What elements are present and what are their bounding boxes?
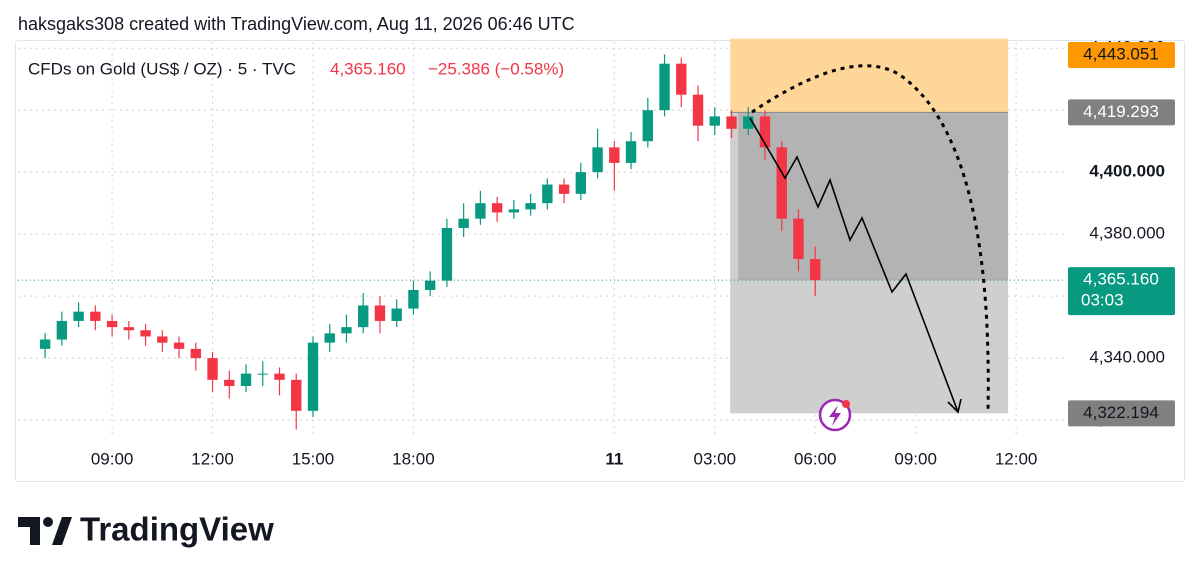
candle-body <box>207 358 218 380</box>
price-labels: 4,320.0004,340.0004,360.0004,380.0004,40… <box>1068 38 1175 429</box>
dashed-arc <box>751 64 990 411</box>
x-tick-label: 15:00 <box>292 449 335 468</box>
candle-body <box>140 330 151 337</box>
arrow-head <box>947 398 962 414</box>
x-tick-label: 09:00 <box>894 449 937 468</box>
candle-body <box>391 308 402 321</box>
logo-mark <box>52 517 72 545</box>
candle-body <box>157 336 168 343</box>
candle-body <box>274 373 285 380</box>
candle-body <box>358 305 369 328</box>
stop-label: 4,322.194 <box>1083 403 1159 422</box>
candle-body <box>659 63 670 111</box>
header: haksgaks308 created with TradingView.com… <box>18 14 575 34</box>
x-tick-label: 09:00 <box>91 449 134 468</box>
candle-body <box>625 141 637 163</box>
x-tick-label: 06:00 <box>794 449 837 468</box>
legend-price: 4,365.160 <box>330 59 406 78</box>
entry-label: 4,419.293 <box>1083 102 1159 121</box>
projection-arrow <box>749 117 959 413</box>
candle-body <box>257 373 268 375</box>
candle-body <box>709 116 720 126</box>
x-tick-label: 12:00 <box>191 449 234 468</box>
candle-body <box>743 116 754 129</box>
target-zone <box>730 38 1009 113</box>
candle-body <box>341 327 352 334</box>
candle-body <box>408 289 419 309</box>
candle-body <box>475 203 486 219</box>
entry-box <box>1068 99 1175 126</box>
candle-body <box>776 147 787 219</box>
candle-body <box>793 218 804 259</box>
candle-body <box>240 373 252 387</box>
candle-body <box>692 94 704 126</box>
candle-body <box>575 172 587 194</box>
candle-body <box>525 203 536 210</box>
chart-frame <box>15 40 1185 482</box>
candle-body <box>374 305 386 321</box>
current-label: 4,365.160 <box>1083 270 1159 289</box>
candle-body <box>424 280 436 290</box>
y-tick-label: 4,340.000 <box>1089 348 1165 367</box>
target-box <box>1068 42 1175 68</box>
candle-body <box>90 311 101 321</box>
candle-body <box>224 379 235 387</box>
candle-body <box>759 116 771 148</box>
candle-body <box>726 116 737 129</box>
target-label: 4,443.051 <box>1083 44 1159 63</box>
logo-text: TradingView <box>80 511 274 548</box>
candle-body <box>491 203 503 213</box>
candle-body <box>676 63 687 95</box>
candle-body <box>106 320 118 328</box>
countdown: 03:03 <box>1081 291 1124 310</box>
candle-body <box>609 147 620 163</box>
y-tick-label: 4,380.000 <box>1089 224 1165 243</box>
alert-bolt <box>829 405 841 426</box>
alert-dot <box>842 400 850 408</box>
logo-mark <box>18 517 40 545</box>
x-tick-label: 12:00 <box>995 449 1038 468</box>
candle-body <box>123 327 135 331</box>
stop-box <box>1068 400 1175 427</box>
x-tick-label: 18:00 <box>392 449 435 468</box>
current-box <box>1068 267 1175 316</box>
candle-body <box>307 342 319 411</box>
legend-title: CFDs on Gold (US$ / OZ) · 5 · TVC <box>28 59 296 78</box>
candle-body <box>73 311 84 321</box>
logo: TradingView <box>18 511 274 548</box>
candle-body <box>508 209 520 213</box>
candle-body <box>324 333 335 343</box>
candle-body <box>542 184 553 204</box>
x-tick-label: 11 <box>605 449 623 468</box>
logo-dot <box>43 517 53 527</box>
candle-body <box>39 339 51 349</box>
candle-body <box>56 320 68 340</box>
candle-body <box>458 218 469 228</box>
plot <box>18 38 1065 435</box>
candle-body <box>441 227 453 281</box>
y-tick-label: 4,400.000 <box>1089 162 1165 181</box>
candle-body <box>642 110 653 142</box>
candle-body <box>810 258 821 281</box>
legend-change: −25.386 (−0.58%) <box>428 59 564 78</box>
x-tick-label: 03:00 <box>693 449 736 468</box>
drawings <box>749 64 990 432</box>
candle-body <box>558 184 570 194</box>
candle-body <box>190 348 201 359</box>
candle-body <box>291 379 302 411</box>
candle-body <box>592 147 603 173</box>
candle-body <box>173 342 185 349</box>
